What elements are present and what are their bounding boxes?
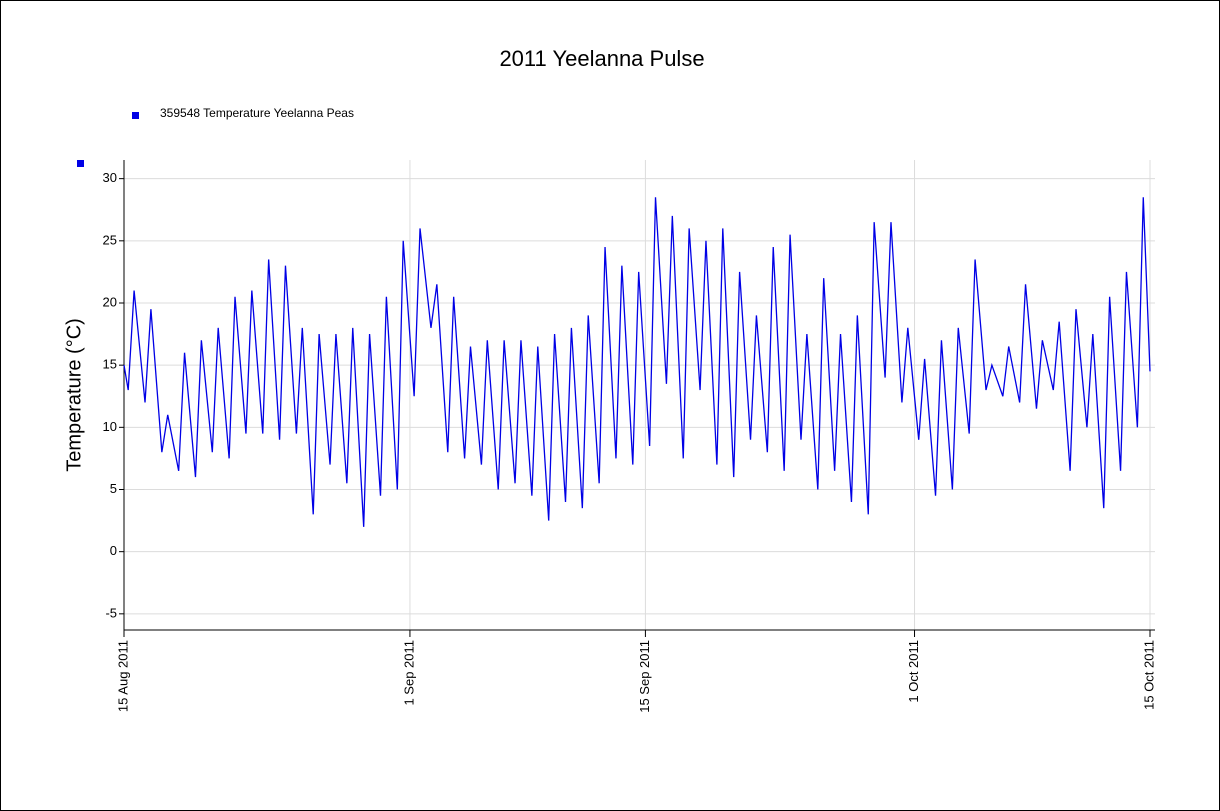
y-tick-label: -5 [105,605,117,620]
y-axis-label: Temperature (°C) [63,318,85,472]
chart-title: 2011 Yeelanna Pulse [499,46,704,71]
y-tick-label: 0 [110,543,117,558]
y-tick-label: 30 [103,170,117,185]
marker-icon [77,160,84,167]
x-tick-label: 1 Oct 2011 [906,640,921,703]
y-tick-label: 15 [103,357,117,372]
data-line [123,197,1151,527]
x-tick-label: 15 Aug 2011 [115,640,130,712]
y-tick-label: 10 [103,419,117,434]
y-tick-label: 25 [103,232,117,247]
x-tick-label: 15 Sep 2011 [637,640,652,713]
y-tick-label: 20 [103,294,117,309]
legend-swatch [132,112,139,119]
legend-label: 359548 Temperature Yeelanna Peas [160,106,354,120]
x-tick-label: 15 Oct 2011 [1141,640,1156,710]
x-tick-label: 1 Sep 2011 [401,640,416,706]
y-tick-label: 5 [110,481,117,496]
